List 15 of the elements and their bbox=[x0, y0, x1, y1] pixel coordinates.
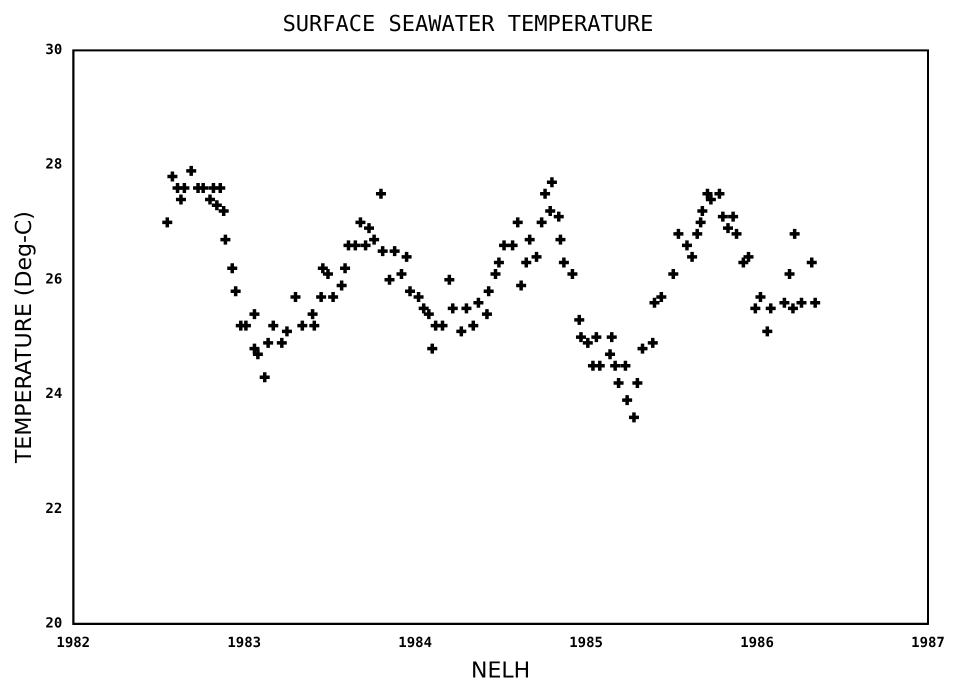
x-axis-title: NELH bbox=[471, 658, 530, 684]
y-tick-label: 24 bbox=[45, 386, 62, 402]
x-tick-label: 1987 bbox=[911, 634, 945, 651]
x-tick-label: 1984 bbox=[398, 634, 432, 651]
chart-title: SURFACE SEAWATER TEMPERATURE bbox=[282, 12, 654, 37]
x-tick-label: 1985 bbox=[569, 634, 603, 651]
y-axis-title: TEMPERATURE (Deg-C) bbox=[12, 211, 37, 464]
x-tick-label: 1986 bbox=[740, 634, 774, 651]
y-tick-label: 28 bbox=[45, 156, 62, 173]
y-tick-label: 26 bbox=[45, 271, 62, 288]
y-tick-label: 20 bbox=[45, 615, 62, 632]
y-tick-label: 22 bbox=[45, 500, 62, 517]
x-tick-label: 1982 bbox=[56, 634, 90, 651]
y-tick-label: 30 bbox=[45, 42, 62, 58]
x-tick-label: 1983 bbox=[227, 634, 262, 651]
